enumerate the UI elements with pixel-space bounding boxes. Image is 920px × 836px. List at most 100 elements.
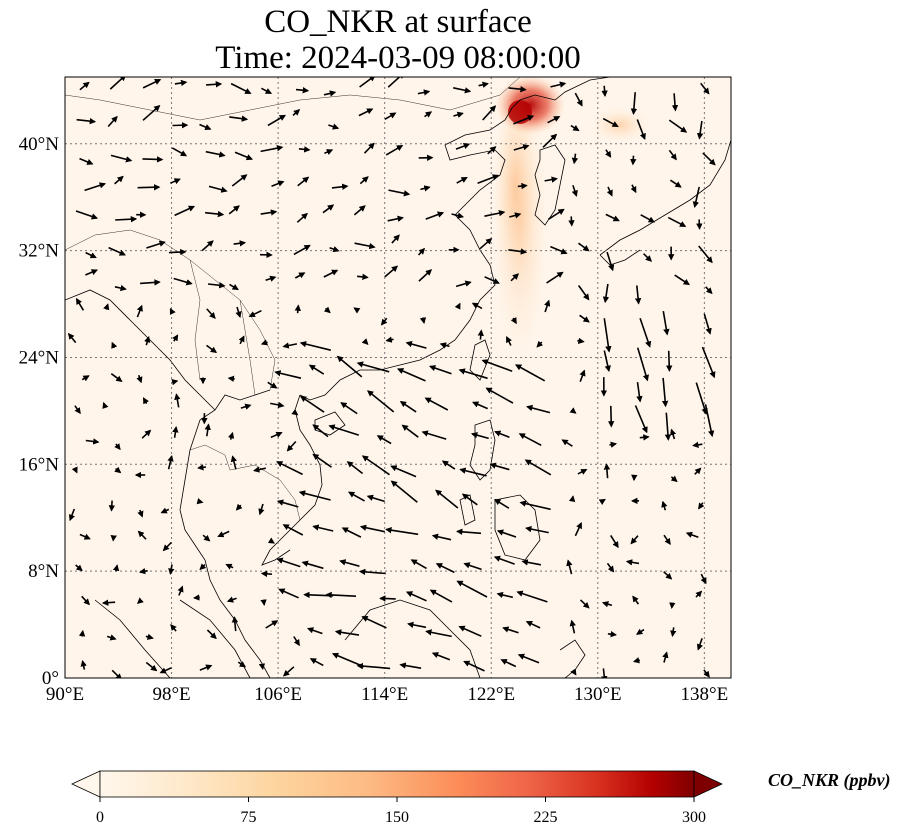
wind-arrow [110, 373, 123, 382]
plume-soft [493, 90, 537, 280]
wind-arrow [421, 430, 447, 440]
wind-arrow [169, 307, 176, 316]
wind-arrow [299, 341, 331, 351]
wind-arrow [199, 123, 212, 131]
wind-arrow [199, 664, 213, 671]
wind-arrow [293, 244, 311, 256]
wind-arrow [106, 634, 117, 641]
wind-arrow [78, 629, 86, 637]
wind-arrow [208, 185, 228, 193]
wind-arrow [525, 620, 541, 629]
wind-arrow [357, 273, 369, 281]
wind-arrow [692, 441, 703, 448]
wind-arrow [144, 335, 151, 346]
wind-arrow [101, 599, 116, 606]
wind-arrow [610, 534, 619, 549]
wind-arrow [253, 466, 266, 473]
wind-arrow [235, 503, 243, 511]
wind-arrow [359, 77, 376, 88]
colorbar-tick-label: 0 [96, 809, 104, 826]
wind-arrow [606, 251, 615, 272]
wind-arrow [167, 454, 174, 470]
wind-arrow [199, 563, 207, 571]
wind-arrow [260, 145, 284, 153]
lat-tick-label: 32°N [19, 241, 60, 262]
wind-arrow [607, 405, 615, 428]
wind-arrow [698, 245, 713, 264]
colorbar-extend-low [71, 770, 101, 798]
wind-arrow [603, 318, 612, 353]
wind-arrow [471, 302, 483, 310]
wind-arrow [578, 242, 590, 252]
wind-arrow [670, 627, 677, 637]
wind-arrow [385, 527, 419, 536]
wind-arrow [366, 494, 385, 503]
wind-arrow [361, 455, 390, 476]
wind-arrow [339, 559, 360, 567]
wind-arrow [110, 154, 133, 163]
wind-arrow [206, 81, 223, 88]
wind-arrow [108, 500, 116, 512]
wind-arrow [136, 374, 143, 384]
wind-arrow [331, 183, 349, 190]
wind-arrow [286, 440, 297, 452]
wind-arrow [632, 595, 640, 605]
wind-arrow [137, 509, 144, 518]
wind-arrow [140, 279, 161, 286]
wind-arrow [607, 630, 617, 638]
wind-arrow [260, 599, 267, 606]
wind-arrow [601, 85, 608, 97]
wind-arrow [639, 317, 652, 348]
wind-arrow [674, 274, 690, 286]
wind-arrow [459, 467, 487, 477]
wind-arrow [159, 667, 172, 674]
wind-arrow [323, 90, 337, 97]
colorbar-tick-label: 150 [385, 809, 409, 826]
wind-arrow [261, 87, 273, 95]
wind-arrow [410, 559, 427, 570]
wind-arrow [454, 302, 461, 310]
wind-arrow [197, 464, 207, 471]
wind-arrow [79, 81, 90, 91]
wind-arrow [390, 465, 417, 478]
wind-arrow [358, 108, 374, 117]
lat-tick-label: 8°N [28, 561, 59, 582]
wind-arrow [703, 669, 710, 678]
wind-arrow [525, 525, 549, 534]
wind-arrow [605, 149, 612, 158]
wind-arrow [431, 652, 451, 661]
colorbar-tick-label: 225 [534, 809, 558, 826]
wind-arrow [359, 524, 385, 533]
wind-arrow [606, 186, 613, 197]
wind-arrow [74, 405, 81, 415]
wind-arrow [634, 285, 642, 305]
wind-arrow [455, 280, 472, 288]
wind-arrow [276, 461, 303, 476]
plume-max [508, 100, 532, 124]
wind-arrow [115, 215, 138, 223]
wind-arrow [388, 189, 411, 197]
wind-arrow [451, 212, 465, 219]
wind-arrow [521, 559, 542, 566]
wind-arrow [606, 562, 615, 573]
wind-arrow [347, 491, 365, 502]
wind-arrow [695, 382, 708, 415]
wind-arrow [463, 660, 485, 672]
wind-arrow [207, 282, 226, 289]
wind-arrow [453, 111, 464, 118]
wind-arrow [517, 182, 528, 190]
wind-arrow [425, 629, 452, 638]
wind-arrow [508, 248, 528, 255]
wind-arrow [502, 626, 519, 634]
wind-arrow [363, 142, 375, 154]
wind-arrow [605, 213, 620, 222]
wind-arrow [417, 247, 426, 256]
wind-arrow [477, 329, 484, 340]
wind-arrow [510, 317, 517, 325]
wind-arrow [405, 340, 427, 349]
wind-arrow [168, 564, 175, 575]
wind-arrow [603, 350, 611, 373]
wind-arrow [577, 285, 590, 301]
wind-arrow [458, 368, 488, 380]
wind-arrow [424, 397, 449, 411]
